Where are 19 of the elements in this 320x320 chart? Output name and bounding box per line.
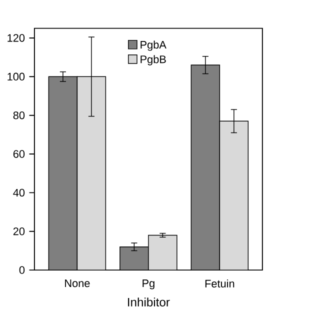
y-tick-label: 0	[19, 266, 25, 274]
y-tick-label: 40	[13, 188, 25, 197]
x-axis-title: Inhibitor	[128, 298, 170, 306]
bar	[148, 235, 177, 270]
bar	[120, 246, 148, 270]
x-tick-label: None	[65, 279, 90, 288]
bar	[219, 120, 249, 270]
bar	[77, 76, 106, 270]
y-tick-label: 100	[8, 72, 25, 81]
y-tick-label: 60	[13, 150, 25, 158]
y-tick-label: 80	[13, 111, 25, 120]
bar	[48, 76, 78, 270]
y-tick-label: 20	[13, 228, 25, 236]
legend-label: PgbA	[140, 40, 166, 51]
x-tick-label: Fetuin	[205, 279, 234, 288]
bar	[190, 64, 220, 270]
y-tick-label: 120	[8, 34, 25, 42]
legend-label: PgbB	[140, 55, 166, 66]
x-tick-label: Pg	[142, 279, 154, 290]
